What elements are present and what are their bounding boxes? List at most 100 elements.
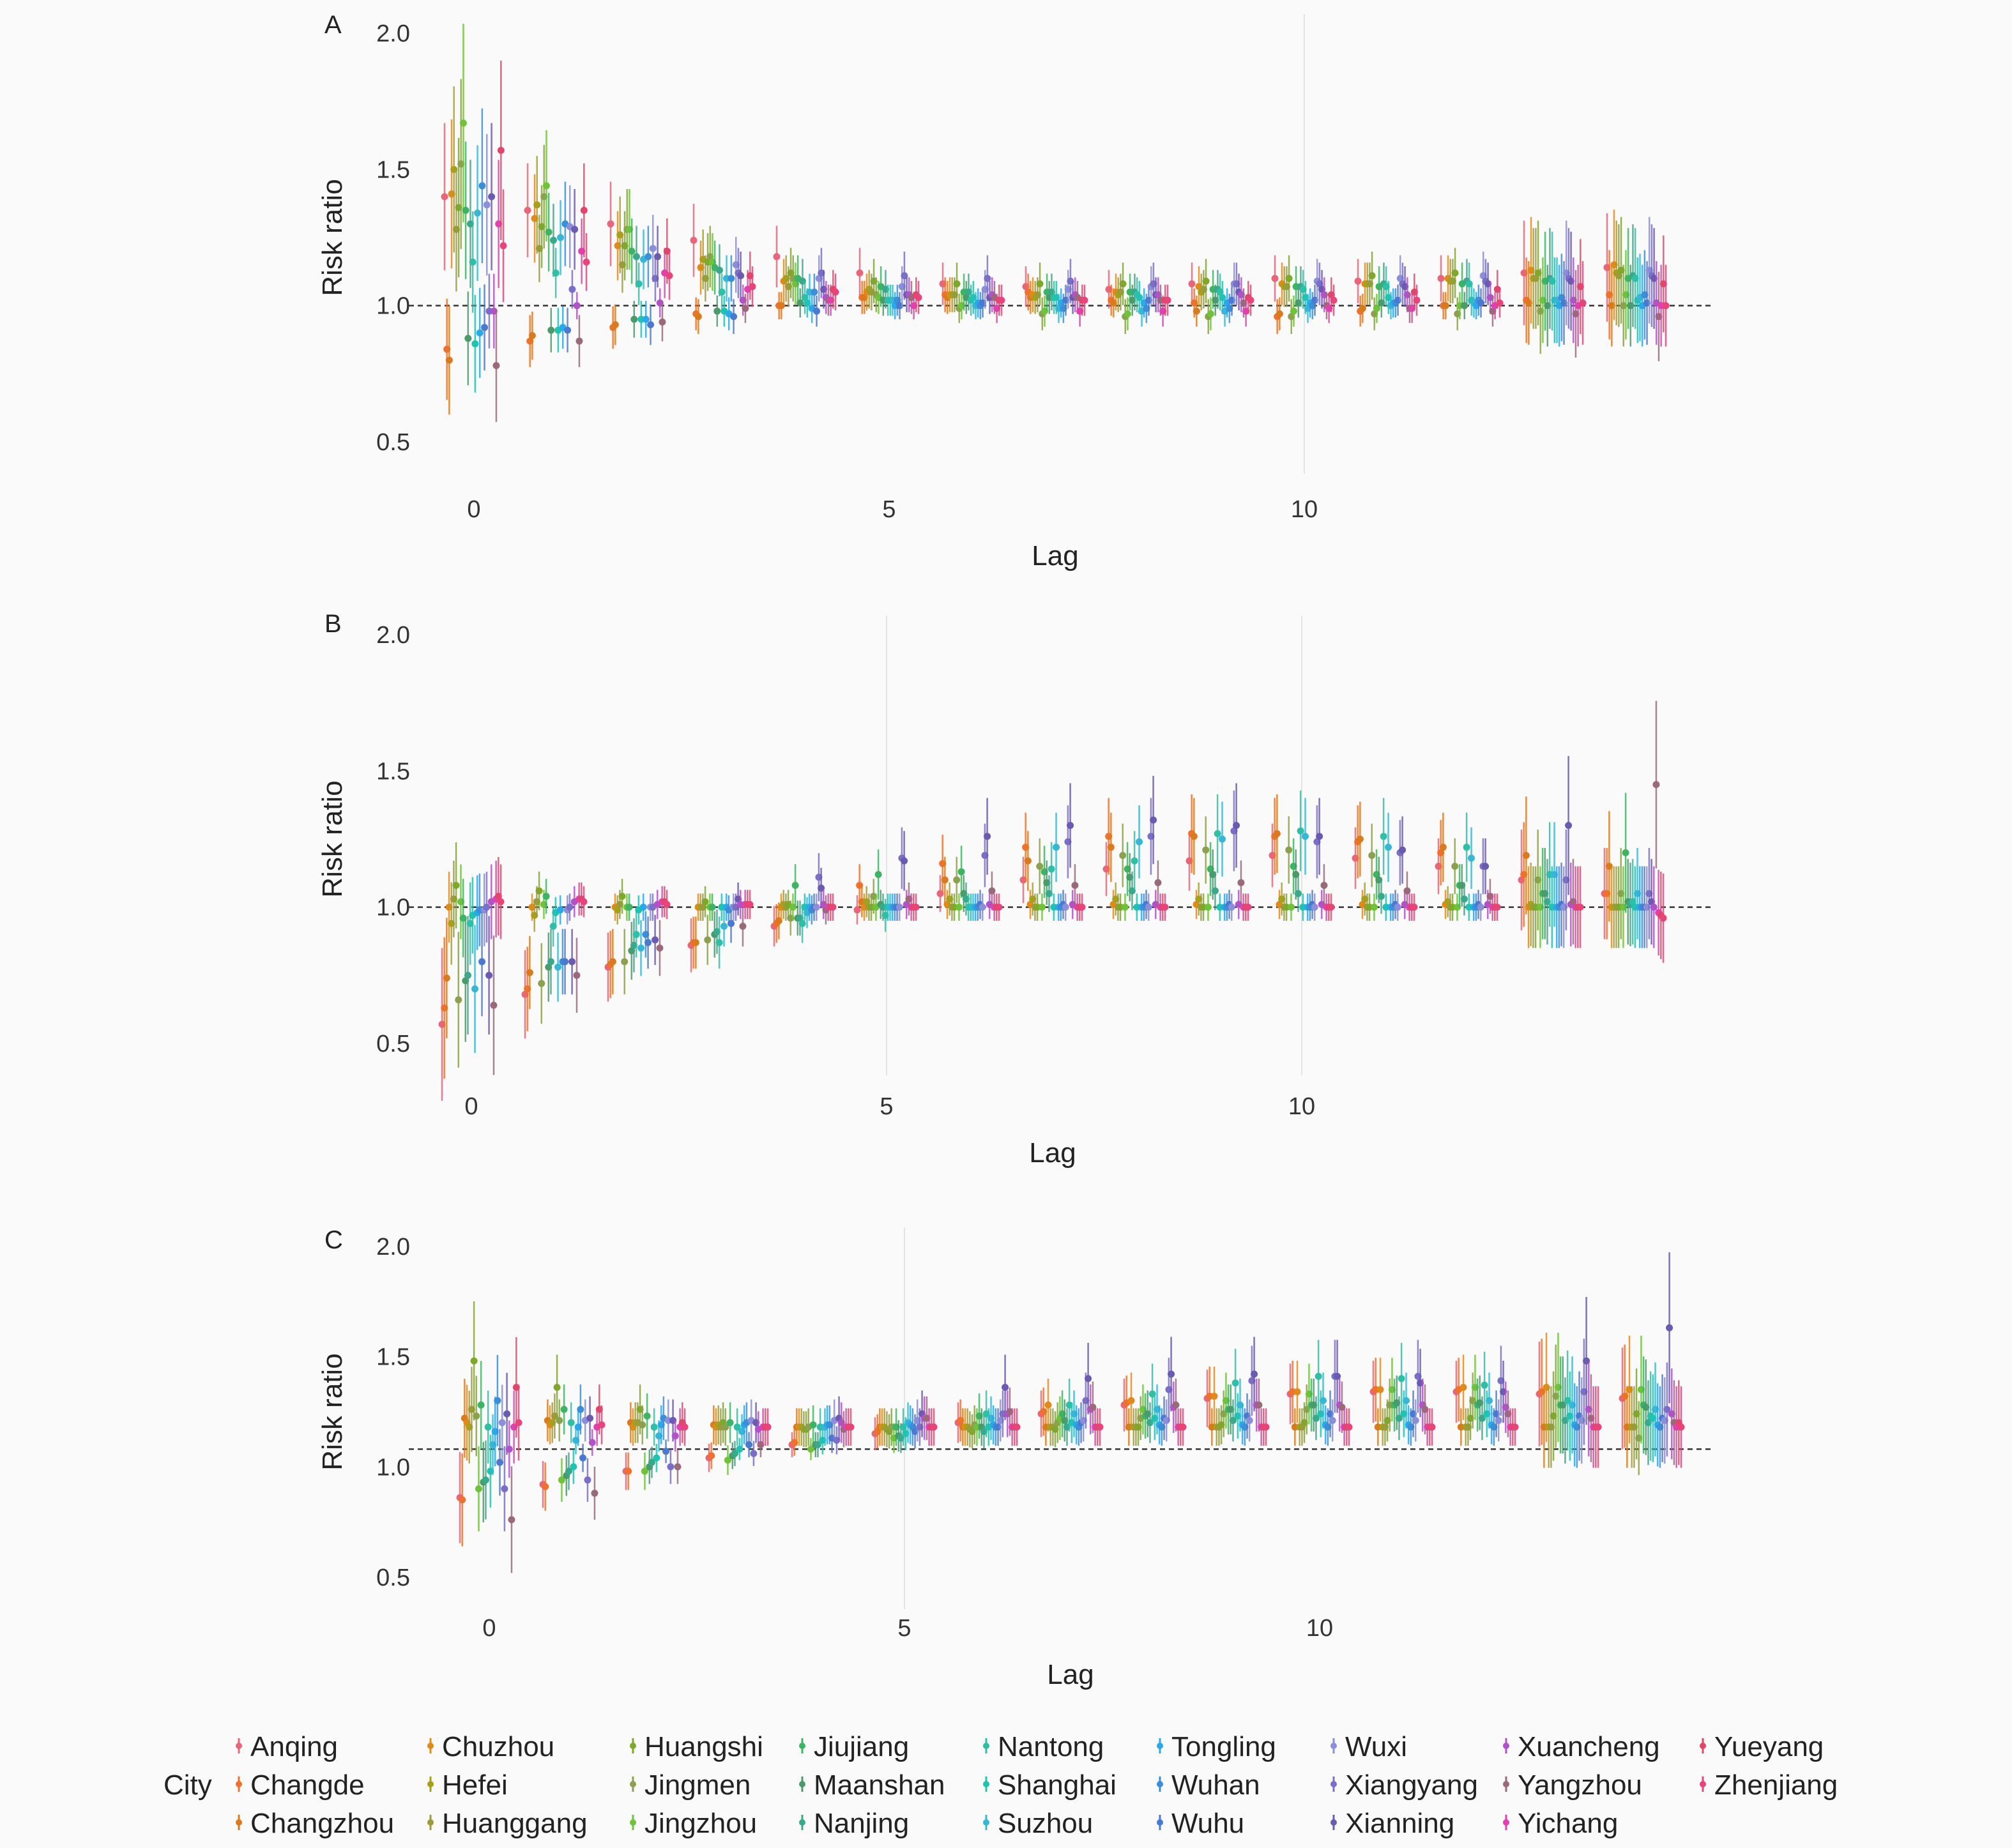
y-tick-label: 0.5 xyxy=(376,429,410,456)
data-point xyxy=(647,321,655,329)
data-point xyxy=(1451,269,1459,276)
data-point xyxy=(1251,1370,1258,1378)
data-point xyxy=(1659,914,1667,922)
data-point xyxy=(671,1432,679,1440)
data-point xyxy=(1172,1401,1180,1409)
data-point xyxy=(701,898,709,905)
data-point xyxy=(1285,846,1293,854)
legend-label: Yangzhou xyxy=(1518,1769,1642,1801)
data-point xyxy=(1231,1379,1239,1387)
data-point xyxy=(549,236,557,244)
data-point xyxy=(674,1463,682,1471)
legend-item-chuzhou: Chuzhou xyxy=(427,1731,554,1762)
legend-label: Jiujiang xyxy=(814,1731,909,1762)
data-point xyxy=(953,280,961,288)
data-point xyxy=(1210,1392,1218,1400)
legend-swatch-dot xyxy=(236,1743,242,1749)
data-point xyxy=(733,1423,741,1431)
data-point xyxy=(1370,904,1378,911)
data-point xyxy=(1477,904,1484,911)
data-point xyxy=(492,362,500,370)
data-point xyxy=(538,980,545,987)
data-point xyxy=(874,870,882,878)
data-point xyxy=(471,985,479,993)
data-point xyxy=(663,900,671,908)
data-point xyxy=(708,904,716,911)
data-point xyxy=(1002,1384,1009,1391)
data-point xyxy=(737,272,745,280)
x-axis-title: Lag xyxy=(1029,1137,1076,1169)
data-point xyxy=(818,884,825,892)
panel-label: A xyxy=(324,11,342,39)
data-point xyxy=(1294,890,1302,897)
legend-item-jiujiang: Jiujiang xyxy=(799,1731,909,1762)
data-point xyxy=(630,315,638,323)
data-point xyxy=(566,904,574,911)
data-point xyxy=(490,1001,498,1009)
data-point xyxy=(1293,1388,1301,1396)
legend-item-huangshi: Huangshi xyxy=(630,1731,763,1762)
legend-swatch-dot xyxy=(1157,1819,1163,1826)
legend-item-changzhou: Changzhou xyxy=(236,1808,394,1839)
data-point xyxy=(656,944,664,952)
data-point xyxy=(659,318,666,326)
data-point xyxy=(1287,904,1295,911)
data-point xyxy=(609,958,616,966)
data-point xyxy=(1207,310,1214,317)
x-tick-label: 5 xyxy=(880,1093,893,1120)
data-point xyxy=(557,234,565,241)
data-point xyxy=(547,326,555,334)
data-point xyxy=(1190,833,1198,840)
data-point xyxy=(542,893,550,900)
data-point xyxy=(556,1416,563,1424)
data-point xyxy=(1036,863,1044,870)
data-point xyxy=(1237,879,1245,886)
series-nanjing xyxy=(466,160,1636,329)
legend-item-wuhu: Wuhu xyxy=(1157,1808,1244,1839)
data-point xyxy=(708,1452,715,1460)
data-point xyxy=(726,1419,734,1427)
data-point xyxy=(584,1476,591,1484)
data-point xyxy=(694,313,702,321)
legend-item-hefei: Hefei xyxy=(427,1769,508,1801)
data-point xyxy=(481,324,489,331)
data-point xyxy=(515,1419,522,1427)
legend-swatch-dot xyxy=(799,1819,805,1826)
data-point xyxy=(895,904,903,911)
data-point xyxy=(984,833,991,840)
data-point xyxy=(798,920,806,927)
data-point xyxy=(1036,280,1044,288)
legend-item-yangzhou: Yangzhou xyxy=(1503,1769,1642,1801)
legend-swatch-dot xyxy=(1503,1743,1509,1749)
data-point xyxy=(715,939,723,946)
data-point xyxy=(777,302,785,310)
data-point xyxy=(1677,1423,1685,1431)
panel-label: B xyxy=(324,610,342,638)
legend-item-jingzhou: Jingzhou xyxy=(630,1808,757,1839)
data-point xyxy=(564,326,572,334)
data-point xyxy=(984,275,991,282)
data-point xyxy=(690,236,697,244)
series-wuxi xyxy=(498,1377,1668,1464)
x-tick-label: 0 xyxy=(467,496,480,523)
data-point xyxy=(1297,827,1304,835)
series-tongling xyxy=(491,1383,1661,1467)
data-point xyxy=(1121,904,1129,911)
x-tick-label: 10 xyxy=(1306,1615,1333,1642)
data-point xyxy=(731,1450,738,1457)
data-point xyxy=(653,1454,660,1462)
panel-A: A 0.5 1.0 1.5 2.0 Risk ratio 0 5 10 Lag xyxy=(317,11,1712,572)
data-point xyxy=(1481,1381,1488,1389)
x-tick-label: 0 xyxy=(464,1093,478,1120)
data-point xyxy=(1214,829,1221,837)
data-point xyxy=(628,247,636,255)
data-point xyxy=(1154,879,1162,886)
panel-C: C 0.5 1.0 1.5 2.0 Risk ratio 0 5 10 Lag xyxy=(317,1226,1712,1690)
series-jingzhou xyxy=(475,1332,1645,1532)
data-point xyxy=(750,1450,758,1457)
data-point xyxy=(607,220,614,228)
data-point xyxy=(580,898,588,905)
data-point xyxy=(1246,1416,1253,1424)
data-point xyxy=(588,1439,596,1446)
data-point xyxy=(1460,895,1468,903)
